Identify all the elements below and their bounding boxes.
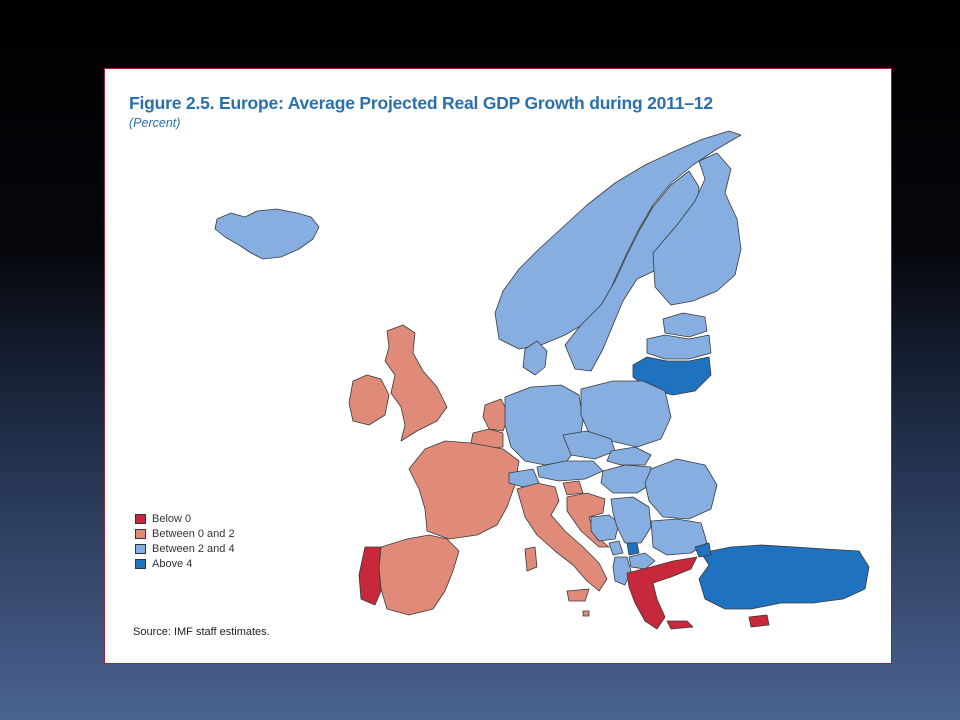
region-austria xyxy=(536,460,604,482)
figure-source: Source: IMF staff estimates. xyxy=(133,626,270,638)
region-ireland xyxy=(348,374,390,426)
legend-label: Below 0 xyxy=(152,512,192,525)
region-slovakia xyxy=(606,446,652,466)
region-netherlands xyxy=(482,398,510,432)
figure-title: Figure 2.5. Europe: Average Projected Re… xyxy=(129,93,713,113)
region-kosovo xyxy=(626,542,640,556)
region-macedonia xyxy=(628,552,656,570)
region-turkey xyxy=(698,544,870,610)
legend-swatch xyxy=(135,543,146,554)
region-poland xyxy=(580,380,672,448)
region-romania xyxy=(644,458,718,520)
region-slovenia xyxy=(562,480,584,496)
region-portugal xyxy=(358,546,382,606)
region-cyprus xyxy=(748,614,770,628)
region-crete xyxy=(666,620,694,630)
region-greece xyxy=(626,556,698,630)
legend-item: Between 2 and 4 xyxy=(135,541,235,556)
region-estonia xyxy=(662,312,708,338)
legend-swatch xyxy=(135,558,146,569)
region-finland xyxy=(652,152,742,306)
region-sardinia xyxy=(524,546,538,572)
figure-panel: Figure 2.5. Europe: Average Projected Re… xyxy=(104,68,892,664)
region-switzerland xyxy=(508,468,540,488)
region-malta xyxy=(582,610,590,617)
region-iceland xyxy=(214,208,320,260)
region-serbia xyxy=(610,496,652,544)
region-hungary xyxy=(600,464,654,494)
legend-swatch xyxy=(135,528,146,539)
legend-item: Between 0 and 2 xyxy=(135,526,235,541)
legend-label: Between 0 and 2 xyxy=(152,527,235,540)
region-thrace xyxy=(694,542,712,558)
region-latvia xyxy=(646,334,712,360)
region-bosnia xyxy=(590,514,620,542)
figure-subtitle: (Percent) xyxy=(129,116,181,130)
region-denmark xyxy=(522,340,548,376)
region-france xyxy=(408,440,520,540)
region-montenegro xyxy=(608,540,624,556)
legend-item: Below 0 xyxy=(135,511,235,526)
map-legend: Below 0 Between 0 and 2 Between 2 and 4 … xyxy=(135,511,235,571)
legend-item: Above 4 xyxy=(135,556,235,571)
region-spain xyxy=(378,534,460,616)
legend-label: Above 4 xyxy=(152,557,193,570)
region-italy xyxy=(516,482,608,592)
region-uk xyxy=(384,324,448,442)
region-albania xyxy=(612,556,632,586)
legend-swatch xyxy=(135,513,146,524)
europe-map xyxy=(214,130,870,630)
legend-label: Between 2 and 4 xyxy=(152,542,235,555)
region-sicily xyxy=(566,588,590,602)
